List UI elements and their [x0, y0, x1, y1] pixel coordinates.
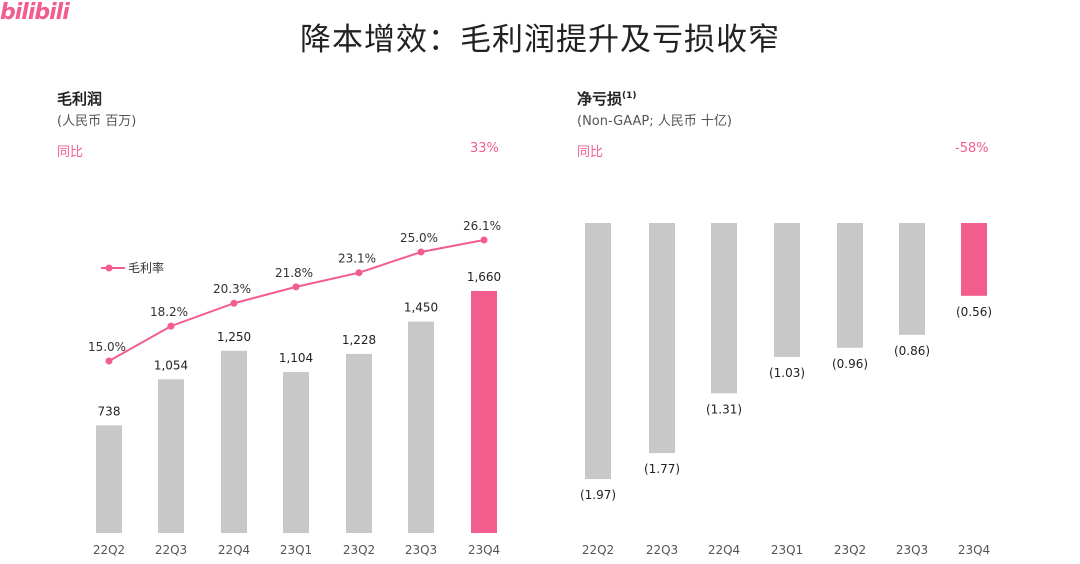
net-loss-footnote-marker: (1): [622, 91, 637, 101]
gross-profit-value-label: 1,228: [342, 333, 376, 347]
net-loss-bar: [711, 223, 737, 394]
net-loss-bar: [649, 223, 675, 454]
gross-profit-title-text: 毛利润: [57, 90, 103, 108]
x-tick-label: 23Q2: [834, 543, 866, 557]
x-tick-label: 23Q4: [468, 543, 500, 557]
net-loss-yoy-label: 同比: [577, 145, 604, 160]
x-tick-label: 22Q4: [708, 543, 740, 557]
gross-profit-bar: [221, 350, 247, 533]
gross-profit-bar: [96, 425, 122, 533]
x-tick-label: 23Q3: [896, 543, 928, 557]
gross-margin-label: 23.1%: [338, 252, 376, 266]
x-tick-label: 23Q2: [343, 543, 375, 557]
gross-profit-value-label: 1,450: [404, 301, 438, 315]
gross-margin-label: 26.1%: [463, 219, 501, 233]
gross-profit-value-label: 1,660: [467, 270, 501, 284]
gross-profit-bar: [346, 353, 372, 533]
net-loss-value-label: (0.56): [956, 305, 992, 319]
x-tick-label: 22Q3: [646, 543, 678, 557]
gross-margin-point: [105, 357, 113, 365]
net-loss-title-text: 净亏损: [577, 90, 623, 108]
net-loss-yoy-value: -58%: [955, 141, 989, 156]
net-loss-title: 净亏损(1): [577, 88, 637, 109]
gross-profit-yoy-value: 33%: [470, 141, 499, 156]
gross-profit-bar: [158, 379, 184, 533]
gross-margin-label: 25.0%: [400, 231, 438, 245]
net-loss-value-label: (1.77): [644, 462, 680, 476]
gross-margin-point: [230, 299, 238, 307]
net-loss-value-label: (0.86): [894, 344, 930, 358]
gross-profit-value-label: 738: [98, 404, 121, 418]
gross-profit-subtitle: (人民币 百万): [57, 114, 137, 129]
x-tick-label: 23Q1: [771, 543, 803, 557]
gross-margin-label: 15.0%: [88, 340, 126, 354]
gross-margin-label: 21.8%: [275, 266, 313, 280]
x-tick-label: 22Q2: [93, 543, 125, 557]
gross-margin-point: [292, 283, 300, 291]
net-loss-bar: [899, 223, 925, 335]
net-loss-value-label: (1.31): [706, 402, 742, 416]
gross-margin-point: [417, 248, 425, 256]
net-loss-value-label: (0.96): [832, 357, 868, 371]
x-tick-label: 22Q3: [155, 543, 187, 557]
x-tick-label: 22Q4: [218, 543, 250, 557]
gross-margin-label: 20.3%: [213, 282, 251, 296]
gross-profit-bar: [283, 372, 309, 533]
gross-margin-point: [355, 269, 363, 277]
x-tick-label: 23Q3: [405, 543, 437, 557]
net-loss-subtitle: (Non-GAAP; 人民币 十亿): [577, 114, 732, 129]
net-loss-value-label: (1.03): [769, 366, 805, 380]
gross-profit-value-label: 1,054: [154, 358, 188, 372]
net-loss-bar: [774, 223, 800, 357]
legend-marker: [105, 264, 113, 272]
net-loss-value-label: (1.97): [580, 488, 616, 502]
x-tick-label: 23Q4: [958, 543, 990, 557]
gross-profit-bar: [408, 321, 434, 533]
net-loss-bar: [961, 223, 987, 296]
net-loss-bar: [837, 223, 863, 348]
x-tick-label: 22Q2: [582, 543, 614, 557]
bilibili-logo: bilibili: [0, 0, 70, 25]
x-tick-label: 23Q1: [280, 543, 312, 557]
gross-margin-label: 18.2%: [150, 305, 188, 319]
gross-profit-value-label: 1,104: [279, 351, 313, 365]
page-title: 降本增效：毛利润提升及亏损收窄: [300, 22, 780, 58]
net-loss-bar: [585, 223, 611, 480]
gross-profit-bar: [471, 290, 497, 533]
gross-profit-title: 毛利润: [57, 88, 102, 109]
gross-margin-point: [480, 236, 488, 244]
gross-profit-value-label: 1,250: [217, 330, 251, 344]
gross-profit-yoy-label: 同比: [57, 145, 84, 160]
legend-label: 毛利率: [128, 260, 164, 275]
gross-margin-point: [167, 322, 175, 330]
